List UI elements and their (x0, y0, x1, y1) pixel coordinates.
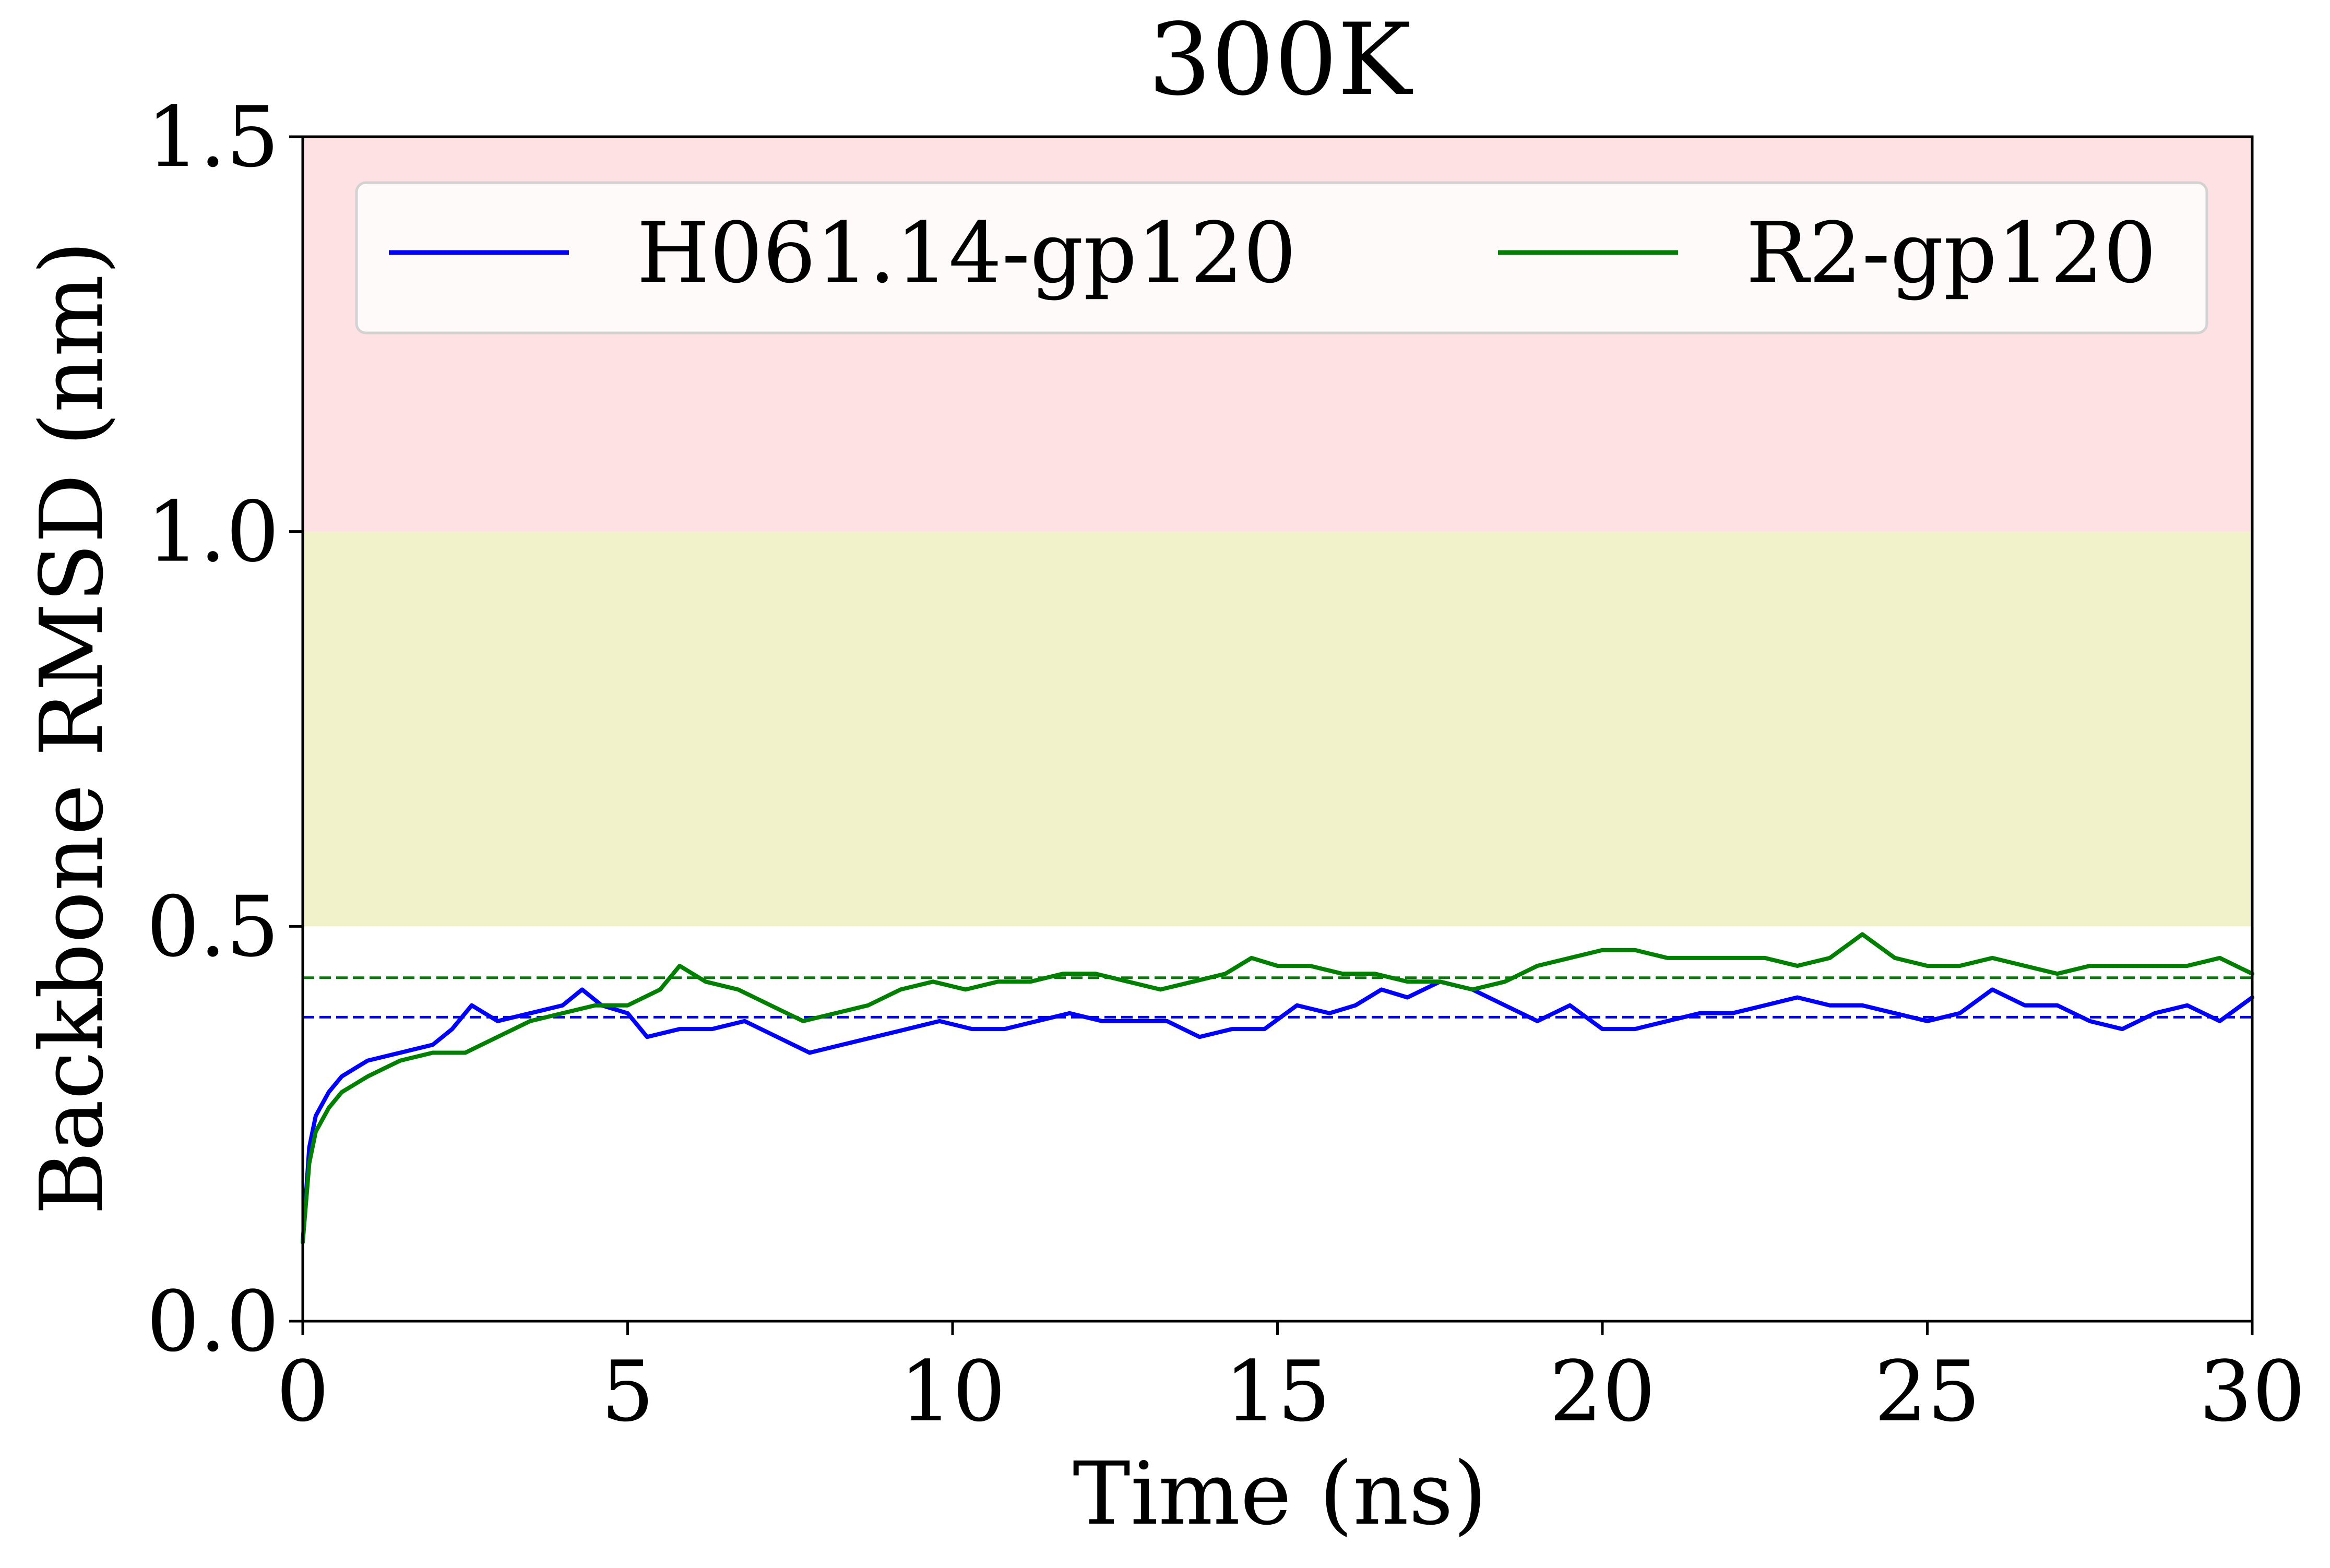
x-axis-ticks: 0 5 10 15 20 25 30 (276, 1321, 2305, 1440)
legend: H061.14-gp120 R2-gp120 (355, 181, 2208, 334)
y-tick-label-1: 0.5 (147, 878, 279, 975)
x-tick-label-4: 20 (1549, 1343, 1656, 1440)
x-tick-label-0: 0 (276, 1343, 329, 1440)
x-tick-label-6: 30 (2199, 1343, 2305, 1440)
series-line-0 (301, 979, 2254, 1244)
x-tick-label-1: 5 (601, 1343, 655, 1440)
series-line-1 (301, 932, 2254, 1244)
chart-title: 300K (1148, 2, 1413, 117)
legend-box (355, 181, 2208, 334)
legend-label-h061: H061.14-gp120 (637, 204, 1297, 302)
background-band-0 (303, 531, 2252, 927)
y-axis-ticks: 0.0 0.5 1.0 1.5 (147, 88, 303, 1370)
y-tick-label-3: 1.5 (147, 88, 279, 186)
x-axis-label: Time (ns) (1073, 1444, 1487, 1545)
x-tick-label-3: 15 (1225, 1343, 1331, 1440)
data-series (301, 932, 2254, 1244)
y-tick-label-2: 1.0 (147, 483, 279, 581)
x-tick-label-2: 10 (899, 1343, 1006, 1440)
y-axis-label: Backbone RMSD (nm) (22, 241, 123, 1215)
x-tick-label-5: 25 (1874, 1343, 1981, 1440)
y-tick-label-0: 0.0 (147, 1273, 279, 1370)
legend-label-r2: R2-gp120 (1746, 204, 2157, 302)
